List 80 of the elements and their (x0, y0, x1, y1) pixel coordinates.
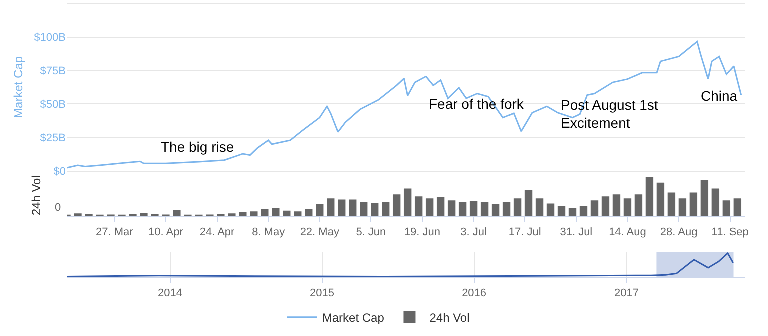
bar (414, 196, 423, 216)
x-tick-label: 5. Jun (356, 226, 386, 239)
bar (436, 197, 445, 216)
x-tick-label: 8. May (252, 226, 286, 239)
x-tick-label: 19. Jun (404, 226, 441, 239)
bar (568, 208, 577, 216)
bar (514, 198, 522, 216)
x-tick-label: 31. Jul (560, 226, 593, 239)
text: 0 (55, 202, 62, 214)
bar (524, 190, 533, 216)
bar (173, 210, 181, 216)
bar (392, 194, 401, 216)
bar (349, 200, 357, 216)
bar (470, 201, 478, 216)
bar (228, 214, 236, 216)
annotation: Fear of the fork (429, 96, 525, 112)
bar (678, 198, 687, 216)
bar (480, 202, 489, 216)
annotation: Post August 1st Excitement (561, 97, 658, 132)
bar (316, 204, 324, 216)
bar (624, 198, 632, 216)
x-tick-label: 28. Aug (660, 226, 698, 239)
x-tick-label: 10. Apr (148, 226, 184, 239)
x-tick-label: 2016 (462, 287, 487, 300)
bar (140, 213, 148, 216)
x-tick-label: 2014 (158, 287, 183, 300)
bar (646, 176, 654, 216)
bar (634, 194, 643, 216)
x-tick-label: 11. Sep (712, 226, 749, 239)
x-tick-label: 14. Aug (609, 226, 646, 239)
bar (272, 208, 280, 216)
bar (261, 209, 269, 216)
y-tick-label: $0 (54, 166, 66, 178)
bar (580, 206, 588, 216)
bar (536, 198, 544, 216)
line-series (67, 41, 742, 169)
bar (294, 212, 302, 216)
bar (590, 200, 599, 216)
bar (360, 202, 368, 216)
y-axis-title: Market Cap (11, 56, 26, 118)
bar (492, 204, 500, 216)
bar (668, 192, 676, 216)
legend-label: Market Cap (322, 311, 385, 326)
bar (404, 188, 412, 216)
y-axis-title: 24h Vol (29, 176, 44, 216)
bar (371, 203, 379, 216)
bar (712, 188, 720, 216)
bar (239, 212, 247, 216)
bar (734, 198, 742, 216)
legend-label: 24h Vol (430, 311, 470, 326)
x-tick-label: 24. Apr (200, 226, 236, 239)
x-tick-label: 17. Jul (508, 226, 542, 239)
y-tick-label: $100B (34, 32, 66, 44)
bar (690, 192, 698, 216)
bar (546, 204, 555, 216)
bar (558, 206, 566, 216)
bar (602, 196, 610, 216)
bar (448, 200, 456, 216)
bar (250, 212, 258, 216)
bar (74, 214, 82, 216)
bar (338, 200, 346, 216)
x-tick-label: 22. May (300, 226, 340, 239)
bar (426, 198, 434, 216)
bar (502, 202, 511, 216)
annotation: The big rise (161, 139, 234, 155)
annotation: China (701, 88, 738, 104)
bar (327, 198, 335, 216)
y-tick-label: $25B (40, 132, 66, 144)
y-tick-label: $75B (40, 66, 66, 78)
bar (382, 202, 390, 216)
bar (722, 200, 731, 216)
bar (612, 194, 621, 216)
x-tick-label: 2017 (614, 287, 639, 300)
bar (458, 202, 467, 216)
x-tick-label: 2015 (310, 287, 335, 300)
bar (700, 180, 709, 216)
x-tick-label: 3. Jul (460, 226, 487, 239)
y-tick-label: $50B (40, 99, 66, 112)
x-tick-label: 27. Mar (96, 226, 134, 239)
bar (656, 182, 665, 216)
